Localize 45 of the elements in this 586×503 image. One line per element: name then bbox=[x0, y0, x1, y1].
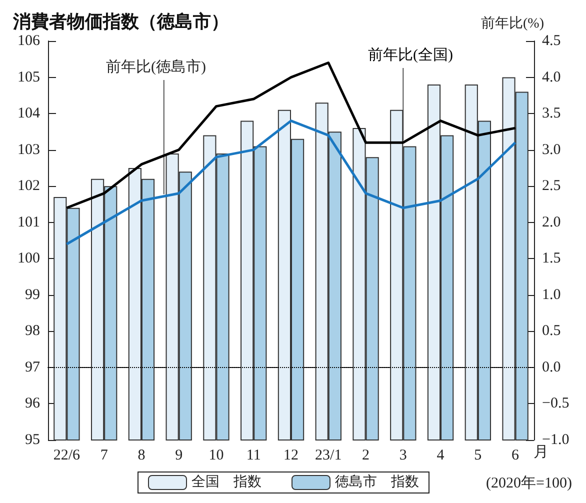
text: 前年比(全国) bbox=[368, 46, 453, 64]
x-axis-title: 月 bbox=[533, 444, 548, 460]
y2-tick-label: 2.0 bbox=[542, 214, 561, 230]
x-tick-label: 8 bbox=[138, 448, 146, 464]
x-tick-label: 4 bbox=[436, 448, 445, 464]
x-tick-label: 7 bbox=[100, 448, 108, 464]
legend-label: 全国 指数 bbox=[192, 474, 262, 490]
x-tick-label: 23/1 bbox=[315, 448, 342, 464]
x-tick-label: 6 bbox=[512, 448, 520, 464]
y-tick-label: 106 bbox=[18, 33, 40, 49]
y2-tick-label: 3.5 bbox=[542, 106, 561, 122]
y-tick-label: 105 bbox=[18, 69, 40, 86]
legend-label: 徳島市 指数 bbox=[335, 474, 419, 490]
x-tick-label: 5 bbox=[474, 448, 482, 464]
y2-tick-label: 3.0 bbox=[542, 142, 561, 158]
y-tick-label: 95 bbox=[25, 432, 40, 448]
text: (2020年=100) bbox=[486, 474, 572, 492]
y2-axis-title: 前年比(%) bbox=[481, 16, 544, 32]
y-tick-label: 100 bbox=[18, 250, 40, 267]
y2-tick-label: 4.0 bbox=[542, 69, 561, 86]
x-tick-label: 9 bbox=[175, 448, 183, 464]
y-tick-label: 99 bbox=[25, 286, 40, 303]
x-tick-label: 3 bbox=[399, 448, 407, 464]
y-tick-label: 103 bbox=[18, 142, 40, 158]
x-tick-label: 10 bbox=[208, 448, 224, 464]
y2-tick-label: 1.5 bbox=[542, 250, 561, 267]
y-tick-label: 97 bbox=[25, 359, 40, 376]
y-tick-label: 102 bbox=[18, 178, 40, 194]
text: 前年比(徳島市) bbox=[106, 58, 206, 76]
chart-title: 消費者物価指数（徳島市） bbox=[12, 12, 229, 32]
y-tick-label: 104 bbox=[18, 106, 40, 122]
y-tick-label: 96 bbox=[25, 396, 40, 412]
y-tick-label: 98 bbox=[25, 323, 40, 340]
y2-tick-label: 1.0 bbox=[542, 286, 561, 303]
line-series bbox=[65, 120, 517, 246]
y2-tick-label: 2.5 bbox=[542, 178, 561, 194]
x-tick-label: 2 bbox=[362, 448, 370, 464]
x-tick-label: 12 bbox=[284, 448, 298, 464]
x-tick-label: 11 bbox=[246, 448, 261, 464]
y2-tick-label: 0.0 bbox=[542, 359, 561, 376]
y2-tick-label: 4.5 bbox=[542, 33, 561, 49]
y-tick-label: 101 bbox=[18, 214, 40, 230]
y2-tick-label: −0.5 bbox=[542, 396, 570, 412]
y2-tick-label: 0.5 bbox=[542, 323, 561, 340]
x-tick-label: 22/6 bbox=[53, 448, 81, 464]
